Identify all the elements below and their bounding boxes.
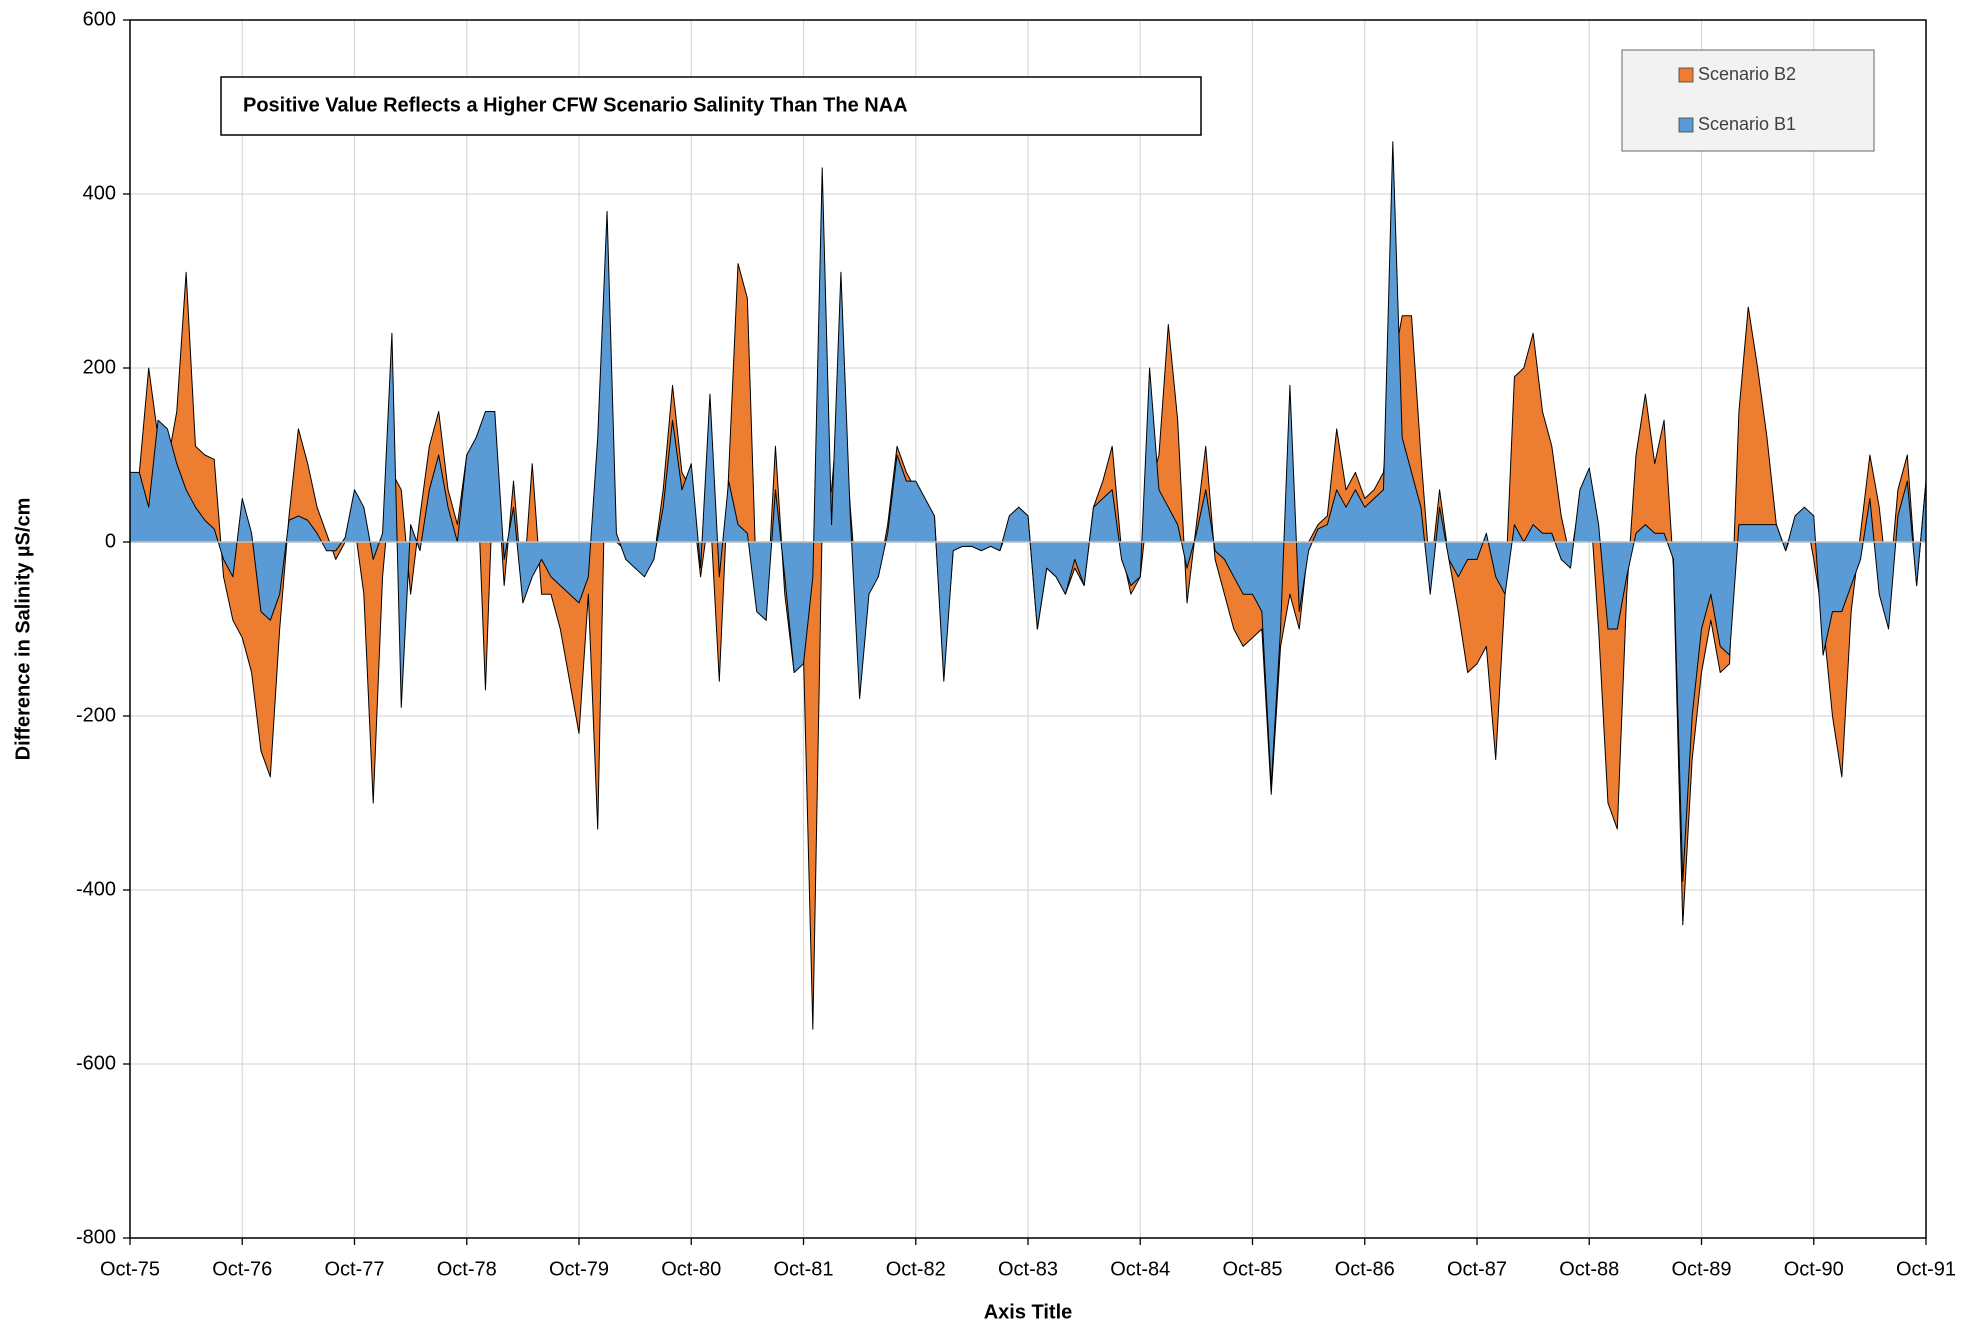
x-tick-label: Oct-89 [1671, 1258, 1731, 1280]
plot-frame [129, 19, 1927, 1239]
y-tick-label: 200 [83, 356, 116, 378]
x-tick-label: Oct-81 [773, 1258, 833, 1280]
plot-area [129, 141, 1927, 1030]
x-tick-label: Oct-77 [324, 1258, 384, 1280]
y-tick-label: -200 [76, 704, 116, 726]
legend-label: Scenario B1 [1698, 114, 1796, 134]
x-axis-title: Axis Title [984, 1301, 1073, 1323]
x-tick-label: Oct-85 [1222, 1258, 1282, 1280]
y-tick-label: 600 [83, 8, 116, 30]
y-tick-label: -400 [76, 878, 116, 900]
y-tick-label: 0 [105, 530, 116, 552]
x-tick-label: Oct-86 [1335, 1258, 1395, 1280]
area [129, 141, 1927, 882]
legend-swatch [1678, 67, 1694, 83]
y-tick-label: -800 [76, 1226, 116, 1248]
x-tick-label: Oct-79 [549, 1258, 609, 1280]
y-tick-label: 400 [83, 182, 116, 204]
x-tick-label: Oct-91 [1896, 1258, 1956, 1280]
x-tick-label: Oct-78 [437, 1258, 497, 1280]
annotation: Positive Value Reflects a Higher CFW Sce… [243, 94, 908, 116]
legend-swatch [1678, 117, 1694, 133]
legend-box [1621, 49, 1875, 152]
x-tick-label: Oct-80 [661, 1258, 721, 1280]
y-axis-title: Difference in Salinity µS/cm [12, 498, 34, 761]
x-tick-label: Oct-82 [886, 1258, 946, 1280]
x-tick-label: Oct-76 [212, 1258, 272, 1280]
x-tick-label: Oct-88 [1559, 1258, 1619, 1280]
x-tick-label: Oct-83 [998, 1258, 1058, 1280]
y-tick-label: -600 [76, 1052, 116, 1074]
axes: -800 -600 -400 -200 0 200 400 600 Oct-75 Oct-76 Oc… [76, 8, 1956, 1280]
x-tick-label: Oct-84 [1110, 1258, 1170, 1280]
x-tick-label: Oct-87 [1447, 1258, 1507, 1280]
legend: Scenario B2 Scenario B1 [1621, 49, 1875, 152]
x-tick-label: Oct-75 [100, 1258, 160, 1280]
annotation-box [220, 76, 1202, 136]
x-tick-label: Oct-90 [1784, 1258, 1844, 1280]
legend-label: Scenario B2 [1698, 64, 1796, 84]
